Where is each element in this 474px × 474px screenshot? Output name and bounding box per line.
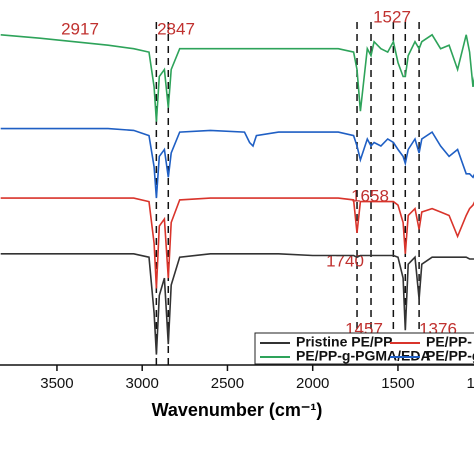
x-tick-label: 1000 — [467, 375, 474, 392]
legend-label: Pristine PE/PP — [296, 334, 392, 350]
legend-label: PE/PP-g — [426, 348, 474, 364]
legend-label: PE/PP- — [426, 334, 472, 350]
series-line — [0, 197, 474, 289]
annotation: 1740 — [326, 251, 364, 270]
x-axis-label: Wavenumber (cm⁻¹) — [152, 400, 323, 420]
x-tick-label: 2500 — [211, 375, 244, 392]
series-line — [0, 253, 474, 355]
series-line — [0, 33, 474, 122]
series-line — [0, 127, 474, 199]
annotation: 1658 — [351, 186, 389, 205]
annotation: 1527 — [373, 7, 411, 26]
annotation: 2917 — [61, 19, 99, 38]
x-tick-label: 3500 — [40, 375, 73, 392]
x-tick-label: 3000 — [126, 375, 159, 392]
x-tick-label: 1500 — [381, 375, 414, 392]
legend-box — [254, 332, 474, 365]
x-tick-label: 2000 — [296, 375, 329, 392]
legend-label: PE/PP-g-PGMA/EDA — [296, 348, 431, 364]
annotation: 2847 — [157, 19, 195, 38]
